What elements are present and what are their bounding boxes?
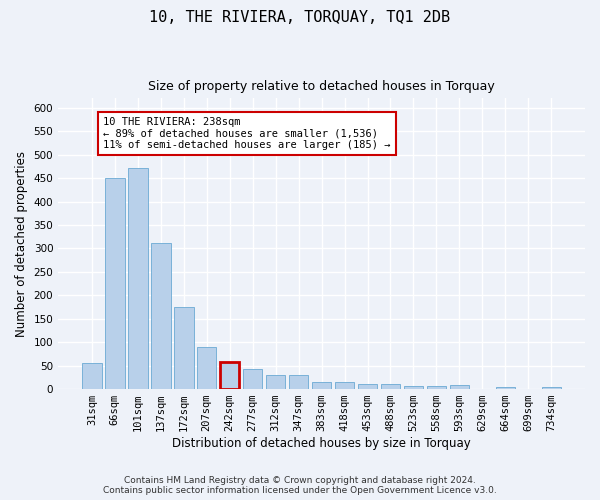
Bar [335,382,355,389]
Bar [197,347,217,389]
Bar [266,375,286,389]
Bar [542,387,561,389]
Text: 10 THE RIVIERA: 238sqm
← 89% of detached houses are smaller (1,536)
11% of semi-: 10 THE RIVIERA: 238sqm ← 89% of detached… [103,117,391,150]
Bar [174,306,194,389]
Bar [427,386,446,389]
Bar [151,243,170,389]
Bar [105,178,125,389]
Title: Size of property relative to detached houses in Torquay: Size of property relative to detached ho… [148,80,495,93]
Bar [381,384,400,389]
X-axis label: Distribution of detached houses by size in Torquay: Distribution of detached houses by size … [172,437,471,450]
Text: 10, THE RIVIERA, TORQUAY, TQ1 2DB: 10, THE RIVIERA, TORQUAY, TQ1 2DB [149,10,451,25]
Bar [243,369,262,389]
Bar [289,374,308,389]
Bar [358,384,377,389]
Bar [496,387,515,389]
Y-axis label: Number of detached properties: Number of detached properties [15,150,28,336]
Bar [404,386,423,389]
Bar [312,382,331,389]
Bar [128,168,148,389]
Bar [82,364,101,389]
Bar [220,362,239,389]
Text: Contains HM Land Registry data © Crown copyright and database right 2024.
Contai: Contains HM Land Registry data © Crown c… [103,476,497,495]
Bar [449,386,469,389]
